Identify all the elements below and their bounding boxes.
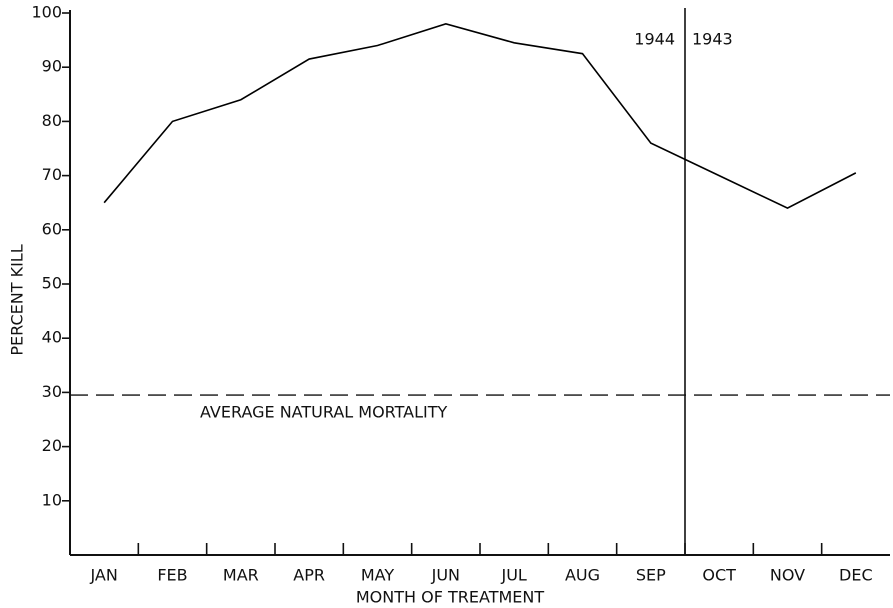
x-tick-label: SEP [636,566,666,585]
x-tick-label: MAR [223,566,259,585]
x-tick-label: OCT [702,566,736,585]
y-tick-label: 60 [42,219,62,238]
x-axis-label: MONTH OF TREATMENT [356,588,545,607]
y-tick-label: 80 [42,111,62,130]
y-tick-label: 40 [42,328,62,347]
y-tick-label: 70 [42,165,62,184]
x-tick-label: NOV [770,566,805,585]
y-tick-label: 90 [42,57,62,76]
y-tick-label: 10 [42,490,62,509]
x-tick-label: DEC [839,566,873,585]
y-axis-label: PERCENT KILL [8,244,27,355]
x-tick-label: JUL [500,566,526,585]
y-tick-label: 50 [42,274,62,293]
x-tick-label: APR [293,566,325,585]
data-line [103,23,857,210]
x-tick-label: JAN [89,566,117,585]
year-label: 1943 [692,30,733,49]
year-label: 1944 [634,30,675,49]
y-tick-label: 30 [42,382,62,401]
x-tick-label: MAY [361,566,395,585]
y-tick-label: 100 [31,3,62,22]
x-tick-label: JUN [431,566,460,585]
y-tick-label: 20 [42,436,62,455]
x-tick-label: FEB [157,566,187,585]
x-tick-label: AUG [565,566,600,585]
reference-label: AVERAGE NATURAL MORTALITY [200,403,448,422]
